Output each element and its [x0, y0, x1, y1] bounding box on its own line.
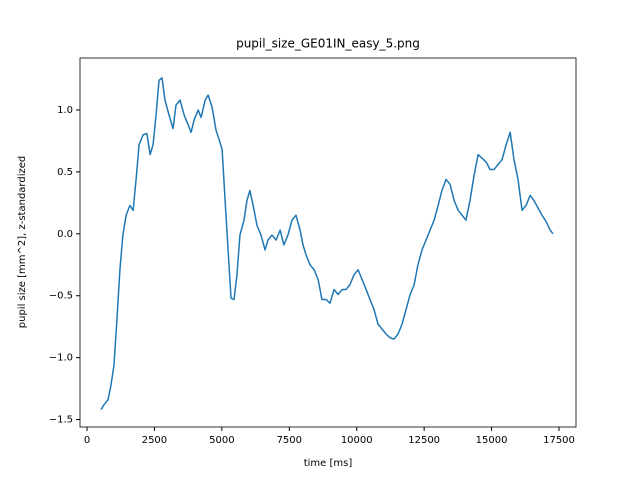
data-line [100, 77, 554, 411]
x-tick-label: 10000 [341, 435, 373, 446]
y-tick-label: 1.0 [57, 105, 73, 116]
plot-frame [79, 57, 577, 428]
x-tick-label: 0 [84, 435, 90, 446]
x-tick-label: 5000 [209, 435, 234, 446]
y-tick-label: 0.5 [57, 167, 73, 178]
x-tick-label: 12500 [408, 435, 440, 446]
x-axis-label: time [ms] [304, 458, 353, 469]
y-tick-label: 0.0 [57, 229, 73, 240]
y-tick-label: −1.0 [49, 353, 73, 364]
x-tick-label: 17500 [543, 435, 575, 446]
y-tick-label: −1.5 [49, 415, 73, 426]
x-tick-label: 2500 [142, 435, 167, 446]
y-tick-label: −0.5 [49, 291, 73, 302]
y-axis-label: pupil size [mm^2], z-standardized [17, 156, 28, 328]
x-tick-label: 15000 [476, 435, 508, 446]
x-tick-label: 7500 [277, 435, 302, 446]
chart-title: pupil_size_GE01IN_easy_5.png [236, 37, 420, 51]
